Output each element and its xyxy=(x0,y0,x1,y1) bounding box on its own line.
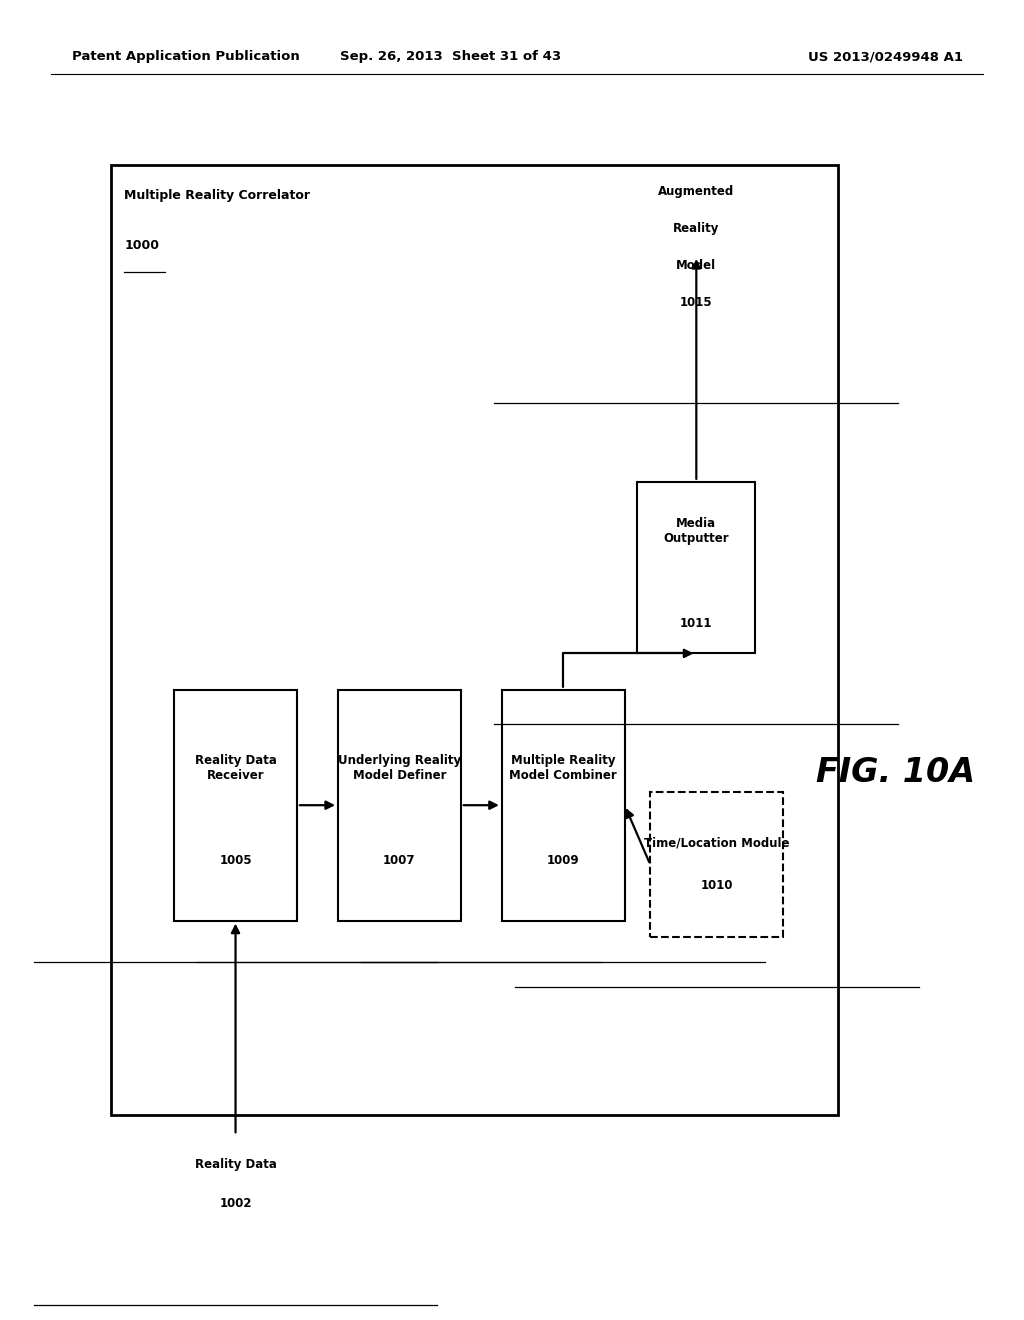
Text: 1009: 1009 xyxy=(547,854,580,867)
Text: Model: Model xyxy=(676,259,717,272)
Text: Sep. 26, 2013  Sheet 31 of 43: Sep. 26, 2013 Sheet 31 of 43 xyxy=(340,50,561,63)
Bar xyxy=(338,689,461,921)
Text: Reality: Reality xyxy=(673,222,720,235)
Bar xyxy=(174,689,297,921)
Text: Reality Data: Reality Data xyxy=(195,1158,276,1171)
Text: Time/Location Module: Time/Location Module xyxy=(644,837,790,850)
Text: Media
Outputter: Media Outputter xyxy=(664,516,729,545)
Text: 1005: 1005 xyxy=(219,854,252,867)
Text: 1010: 1010 xyxy=(700,879,733,892)
Text: Reality Data
Receiver: Reality Data Receiver xyxy=(195,754,276,783)
Bar xyxy=(637,482,756,653)
Text: Multiple Reality Correlator: Multiple Reality Correlator xyxy=(124,189,310,202)
Text: Multiple Reality
Model Combiner: Multiple Reality Model Combiner xyxy=(509,754,617,783)
Text: FIG. 10A: FIG. 10A xyxy=(816,755,976,789)
Text: 1011: 1011 xyxy=(680,616,713,630)
Text: Augmented: Augmented xyxy=(658,185,734,198)
Text: 1002: 1002 xyxy=(219,1197,252,1210)
Bar xyxy=(502,689,625,921)
Bar xyxy=(111,165,838,1115)
Text: 1015: 1015 xyxy=(680,296,713,309)
Bar xyxy=(650,792,783,937)
Text: 1000: 1000 xyxy=(125,239,160,252)
Text: 1007: 1007 xyxy=(383,854,416,867)
Text: Underlying Reality
Model Definer: Underlying Reality Model Definer xyxy=(338,754,461,783)
Text: US 2013/0249948 A1: US 2013/0249948 A1 xyxy=(808,50,963,63)
Text: Patent Application Publication: Patent Application Publication xyxy=(72,50,299,63)
